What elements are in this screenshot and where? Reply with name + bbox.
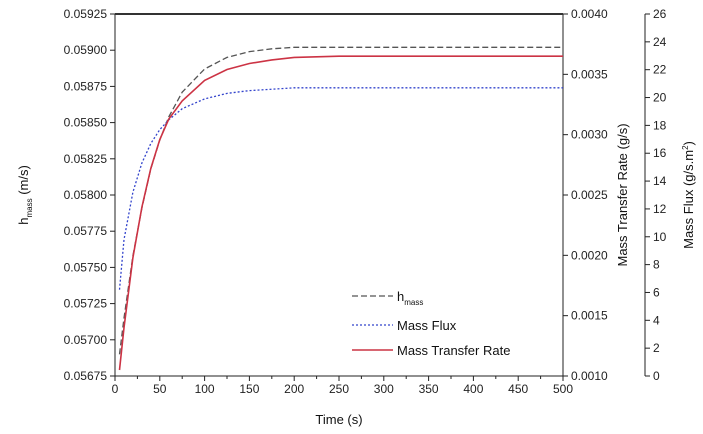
right1-tick-label: 0.0035 bbox=[571, 67, 608, 81]
left-tick-label: 0.05925 bbox=[64, 7, 108, 21]
right2-tick-label: 0 bbox=[653, 369, 660, 383]
series-line-mass-flux bbox=[118, 87, 563, 290]
right2-tick-label: 14 bbox=[653, 174, 667, 188]
left-tick-label: 0.05800 bbox=[64, 188, 108, 202]
right1-tick-label: 0.0020 bbox=[571, 248, 608, 262]
series-line-mass-transfer-rate bbox=[118, 55, 563, 371]
right2-tick-label: 12 bbox=[653, 202, 667, 216]
right1-tick-label: 0.0015 bbox=[571, 309, 608, 323]
right2-axis-title: Mass Flux (g/s.m2) bbox=[681, 141, 696, 249]
right2-tick-label: 4 bbox=[653, 313, 660, 327]
legend-label-hmass: hmass bbox=[397, 289, 423, 307]
x-tick-label: 50 bbox=[153, 382, 167, 396]
left-tick-label: 0.05850 bbox=[64, 116, 108, 130]
right2-tick-label: 16 bbox=[653, 146, 667, 160]
right2-tick-label: 22 bbox=[653, 63, 667, 77]
legend-label-mass-transfer-rate: Mass Transfer Rate bbox=[397, 343, 510, 358]
left-tick-label: 0.05750 bbox=[64, 260, 108, 274]
left-axis-title: hmass (m/s) bbox=[16, 165, 34, 225]
x-tick-label: 100 bbox=[195, 382, 215, 396]
series-line-hmass bbox=[118, 46, 563, 355]
right2-tick-label: 26 bbox=[653, 7, 667, 21]
left-tick-label: 0.05825 bbox=[64, 152, 108, 166]
left-tick-label: 0.05700 bbox=[64, 333, 108, 347]
left-tick-label: 0.05775 bbox=[64, 224, 108, 238]
legend-label-mass-flux: Mass Flux bbox=[397, 318, 457, 333]
right1-tick-label: 0.0025 bbox=[571, 188, 608, 202]
right1-axis-title: Mass Transfer Rate (g/s) bbox=[615, 123, 630, 266]
x-tick-label: 0 bbox=[112, 382, 119, 396]
x-axis-title: Time (s) bbox=[315, 412, 362, 427]
right2-tick-label: 8 bbox=[653, 258, 660, 272]
x-tick-label: 350 bbox=[419, 382, 439, 396]
plot-frame bbox=[114, 13, 564, 377]
left-tick-label: 0.05875 bbox=[64, 79, 108, 93]
x-tick-label: 200 bbox=[284, 382, 304, 396]
left-tick-label: 0.05725 bbox=[64, 297, 108, 311]
right1-tick-label: 0.0030 bbox=[571, 128, 608, 142]
right2-tick-label: 2 bbox=[653, 341, 660, 355]
right2-tick-label: 20 bbox=[653, 91, 667, 105]
x-tick-label: 450 bbox=[508, 382, 528, 396]
x-tick-label: 400 bbox=[463, 382, 483, 396]
left-tick-label: 0.05675 bbox=[64, 369, 108, 383]
right2-tick-label: 6 bbox=[653, 285, 660, 299]
x-tick-label: 300 bbox=[374, 382, 394, 396]
left-tick-label: 0.05900 bbox=[64, 43, 108, 57]
right2-tick-label: 24 bbox=[653, 35, 667, 49]
right2-tick-label: 10 bbox=[653, 230, 667, 244]
right1-tick-label: 0.0010 bbox=[571, 369, 608, 383]
x-tick-label: 500 bbox=[553, 382, 573, 396]
x-tick-label: 150 bbox=[239, 382, 259, 396]
legend: hmass Mass Flux Mass Transfer Rate bbox=[352, 289, 510, 358]
x-tick-label: 250 bbox=[329, 382, 349, 396]
right2-tick-label: 18 bbox=[653, 118, 667, 132]
right1-tick-label: 0.0040 bbox=[571, 7, 608, 21]
